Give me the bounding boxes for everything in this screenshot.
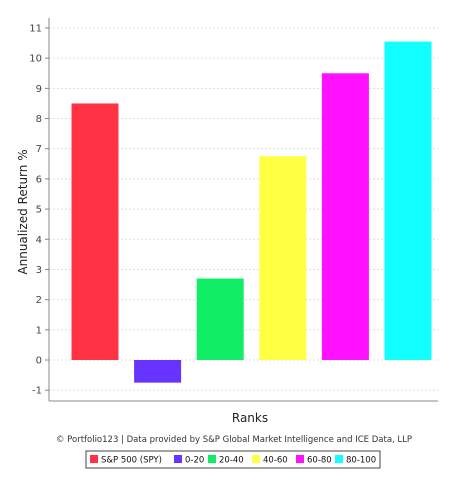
legend-label-6: 80-100 [346, 456, 376, 466]
legend-swatch-3 [208, 455, 216, 463]
data-credit: © Portfolio123 | Data provided by S&P Gl… [56, 435, 412, 445]
bar-6 [384, 41, 432, 360]
bar-1 [71, 103, 119, 361]
y-tick-label: 1 [36, 325, 42, 336]
y-tick-label: 10 [29, 54, 42, 65]
bars [71, 41, 432, 383]
legend-swatch-1 [90, 455, 98, 463]
y-tick-label: 9 [36, 84, 42, 95]
legend-label-5: 60-80 [307, 456, 332, 466]
y-tick-label: 3 [36, 265, 42, 276]
legend-label-2: 0-20 [185, 456, 204, 466]
legend-label-3: 20-40 [219, 456, 244, 466]
y-axis-title: Annualized Return % [16, 149, 30, 274]
bar-2 [134, 360, 182, 383]
y-tick-label: 7 [36, 144, 42, 155]
y-tick-label: 4 [36, 235, 42, 246]
y-tick-label: -1 [32, 386, 42, 397]
legend-label-1: S&P 500 (SPY) [101, 456, 162, 466]
y-tick-label: 11 [29, 24, 42, 35]
y-tick-label: 6 [36, 174, 42, 185]
legend-box [85, 450, 381, 469]
legend-swatch-5 [296, 455, 304, 463]
legend: S&P 500 (SPY) 0-20 20-40 40-60 60-80 80-100 [85, 450, 381, 469]
y-tick-label: 8 [36, 114, 42, 125]
y-tick-labels: -1 0 1 2 3 4 5 6 7 8 9 10 11 [29, 24, 49, 397]
bar-3 [196, 278, 244, 360]
y-tick-label: 0 [36, 356, 42, 367]
legend-label-4: 40-60 [263, 456, 288, 466]
bar-4 [259, 156, 307, 360]
y-tick-label: 5 [36, 205, 42, 216]
legend-swatch-4 [252, 455, 260, 463]
bar-5 [321, 73, 369, 360]
x-axis-title: Ranks [232, 411, 268, 425]
legend-swatch-6 [335, 455, 343, 463]
y-tick-label: 2 [36, 295, 42, 306]
legend-swatch-2 [174, 455, 182, 463]
